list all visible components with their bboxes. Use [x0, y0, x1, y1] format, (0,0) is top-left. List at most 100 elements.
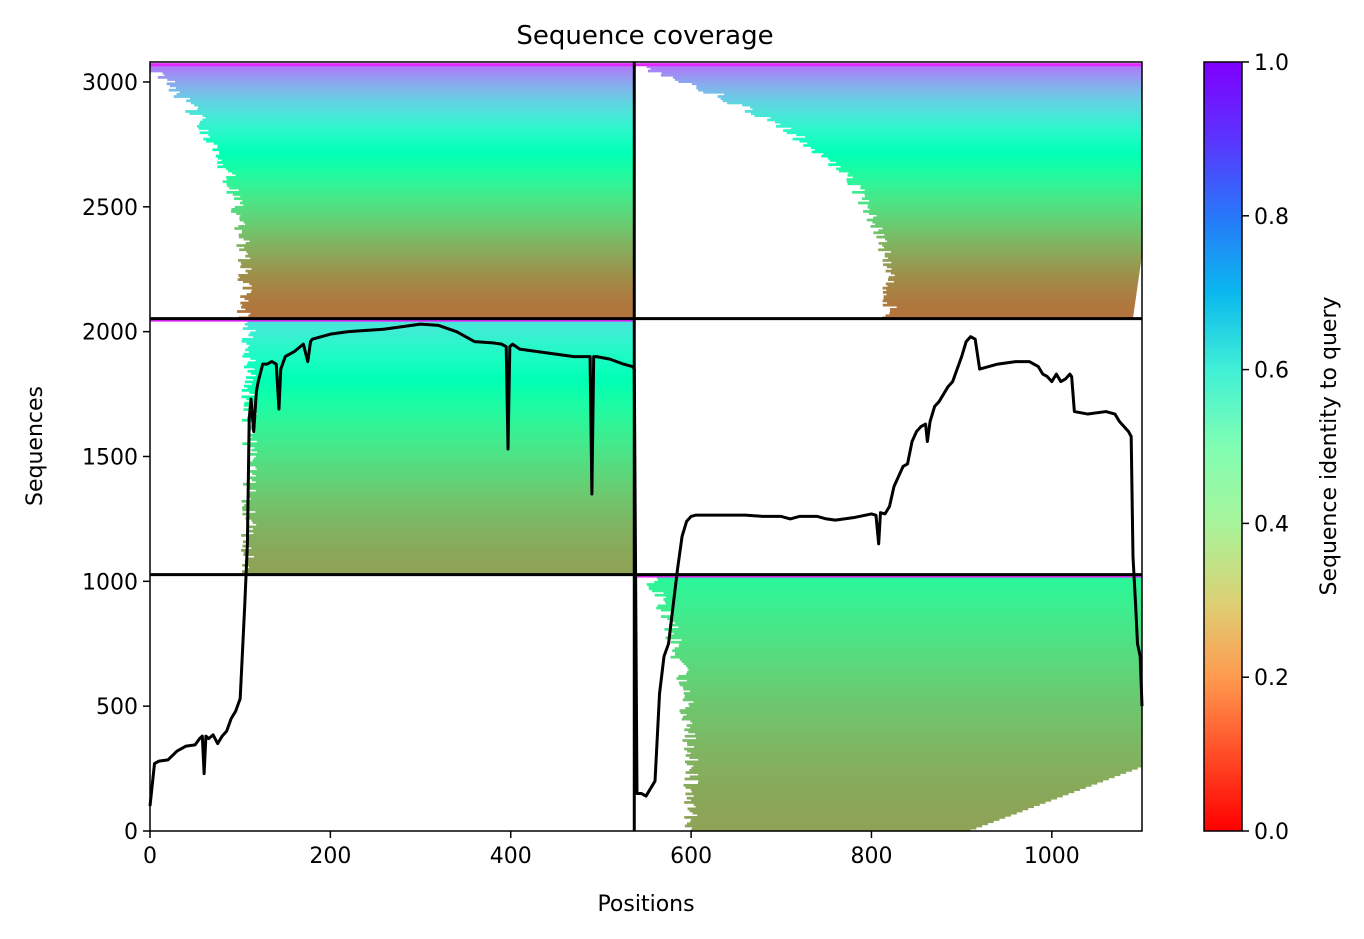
heatmap-strip — [190, 101, 635, 105]
heatmap-strip — [752, 107, 1142, 111]
heatmap-strip — [889, 312, 1134, 316]
heatmap-strip — [247, 252, 635, 256]
heatmap-strip — [647, 69, 1142, 73]
heatmap-strip — [244, 559, 635, 563]
heatmap-strip — [693, 764, 1142, 768]
heatmap-strip — [792, 137, 1142, 141]
heatmap-strip — [194, 103, 635, 107]
heatmap-strip — [244, 380, 635, 384]
heatmap-query-band — [150, 63, 635, 67]
heatmap-strip — [199, 131, 635, 135]
heatmap-strip — [227, 184, 635, 188]
heatmap-strip — [236, 244, 635, 247]
heatmap-strip — [848, 171, 1142, 175]
heatmap-strip — [229, 186, 635, 190]
heatmap-strip — [838, 169, 1142, 173]
heatmap-strip — [675, 651, 1142, 655]
heatmap-strip — [867, 203, 1142, 207]
x-axis: 0 200 400 600 800 1000 — [143, 831, 1080, 869]
heatmap-strip — [250, 312, 635, 316]
heatmap-strip — [876, 214, 1142, 218]
heatmap-strip — [247, 542, 635, 546]
heatmap-strip — [663, 598, 1142, 601]
heatmap-strip — [166, 82, 635, 86]
heatmap-strip — [703, 90, 1142, 94]
heatmap-strip — [684, 734, 1142, 738]
heatmap-strip — [228, 169, 635, 173]
heatmap-strip — [727, 101, 1142, 105]
heatmap-strip — [232, 193, 635, 196]
heatmap-strip — [209, 135, 635, 139]
heatmap-strip — [242, 354, 635, 358]
heatmap-strip — [208, 129, 635, 132]
heatmap-strip — [807, 142, 1142, 145]
heatmap-strip — [253, 531, 635, 535]
heatmap-strip — [692, 722, 1142, 725]
heatmap-strip — [251, 519, 635, 522]
heatmap-strip — [255, 423, 635, 426]
heatmap-strip — [742, 103, 1142, 107]
heatmap-strip — [237, 278, 635, 281]
heatmap-strip — [684, 824, 983, 828]
y-axis-title: Sequences — [23, 386, 48, 506]
heatmap-strip — [217, 156, 635, 160]
heatmap-strip — [678, 625, 1142, 629]
heatmap-strip — [686, 713, 1142, 717]
heatmap-strip — [698, 779, 1104, 783]
heatmap-strip — [249, 391, 635, 394]
heatmap-strip — [248, 350, 635, 354]
heatmap-strip — [664, 628, 1142, 631]
heatmap-strip — [242, 512, 635, 516]
heatmap-strip — [246, 250, 635, 254]
heatmap-strip — [246, 502, 635, 505]
y-tick-label: 2000 — [82, 321, 138, 346]
y-tick-label: 1500 — [82, 445, 138, 470]
heatmap-strip — [252, 421, 635, 424]
heatmap-strip — [864, 193, 1142, 196]
heatmap-strip — [681, 660, 1142, 663]
heatmap-strip — [688, 730, 1142, 734]
heatmap-strip — [237, 310, 635, 313]
heatmap-strip — [883, 297, 1136, 301]
y-tick-label: 500 — [96, 695, 138, 720]
heatmap-strip — [689, 775, 1115, 779]
heatmap-strip — [684, 760, 1142, 764]
heatmap-strip — [255, 465, 635, 469]
heatmap-strip — [249, 344, 635, 347]
heatmap-strip — [646, 65, 1142, 69]
heatmap-strip — [862, 197, 1142, 201]
x-axis-title: Positions — [597, 892, 694, 917]
heatmap-strip — [226, 178, 635, 181]
heatmap-strip — [245, 254, 635, 258]
heatmap-strip — [671, 610, 1142, 614]
heatmap-strip — [244, 246, 635, 250]
x-tick-label: 1000 — [1024, 844, 1080, 869]
heatmap-strip — [722, 99, 1142, 103]
y-tick-label: 1000 — [82, 570, 138, 595]
heatmap-strip — [883, 263, 1141, 267]
heatmap-strip — [217, 165, 635, 169]
heatmap-strip — [882, 227, 1142, 230]
heatmap-strip — [860, 184, 1142, 188]
heatmap-strip — [257, 412, 635, 416]
heatmap-strip — [247, 485, 635, 488]
heatmap-strip — [241, 339, 635, 343]
heatmap-strip — [882, 244, 1142, 247]
heatmap-strip — [678, 645, 1142, 648]
heatmap-strip — [693, 700, 1142, 704]
heatmap-strip — [691, 798, 1052, 802]
colorbar-tick-label: 0.2 — [1254, 666, 1289, 691]
heatmap-strip — [894, 273, 1140, 277]
heatmap-strip — [683, 783, 1092, 787]
heatmap-strip — [252, 459, 635, 463]
heatmap-strip — [176, 86, 635, 90]
heatmap-strip — [208, 133, 635, 137]
heatmap-strip — [689, 769, 1132, 772]
heatmap-strip — [242, 327, 635, 330]
heatmap-strip — [673, 632, 1142, 636]
heatmap-strip — [243, 352, 635, 356]
heatmap-strip — [776, 124, 1142, 128]
heatmap-strip — [232, 171, 635, 175]
heatmap-strip — [750, 112, 1142, 115]
heatmap-strip — [669, 623, 1142, 627]
